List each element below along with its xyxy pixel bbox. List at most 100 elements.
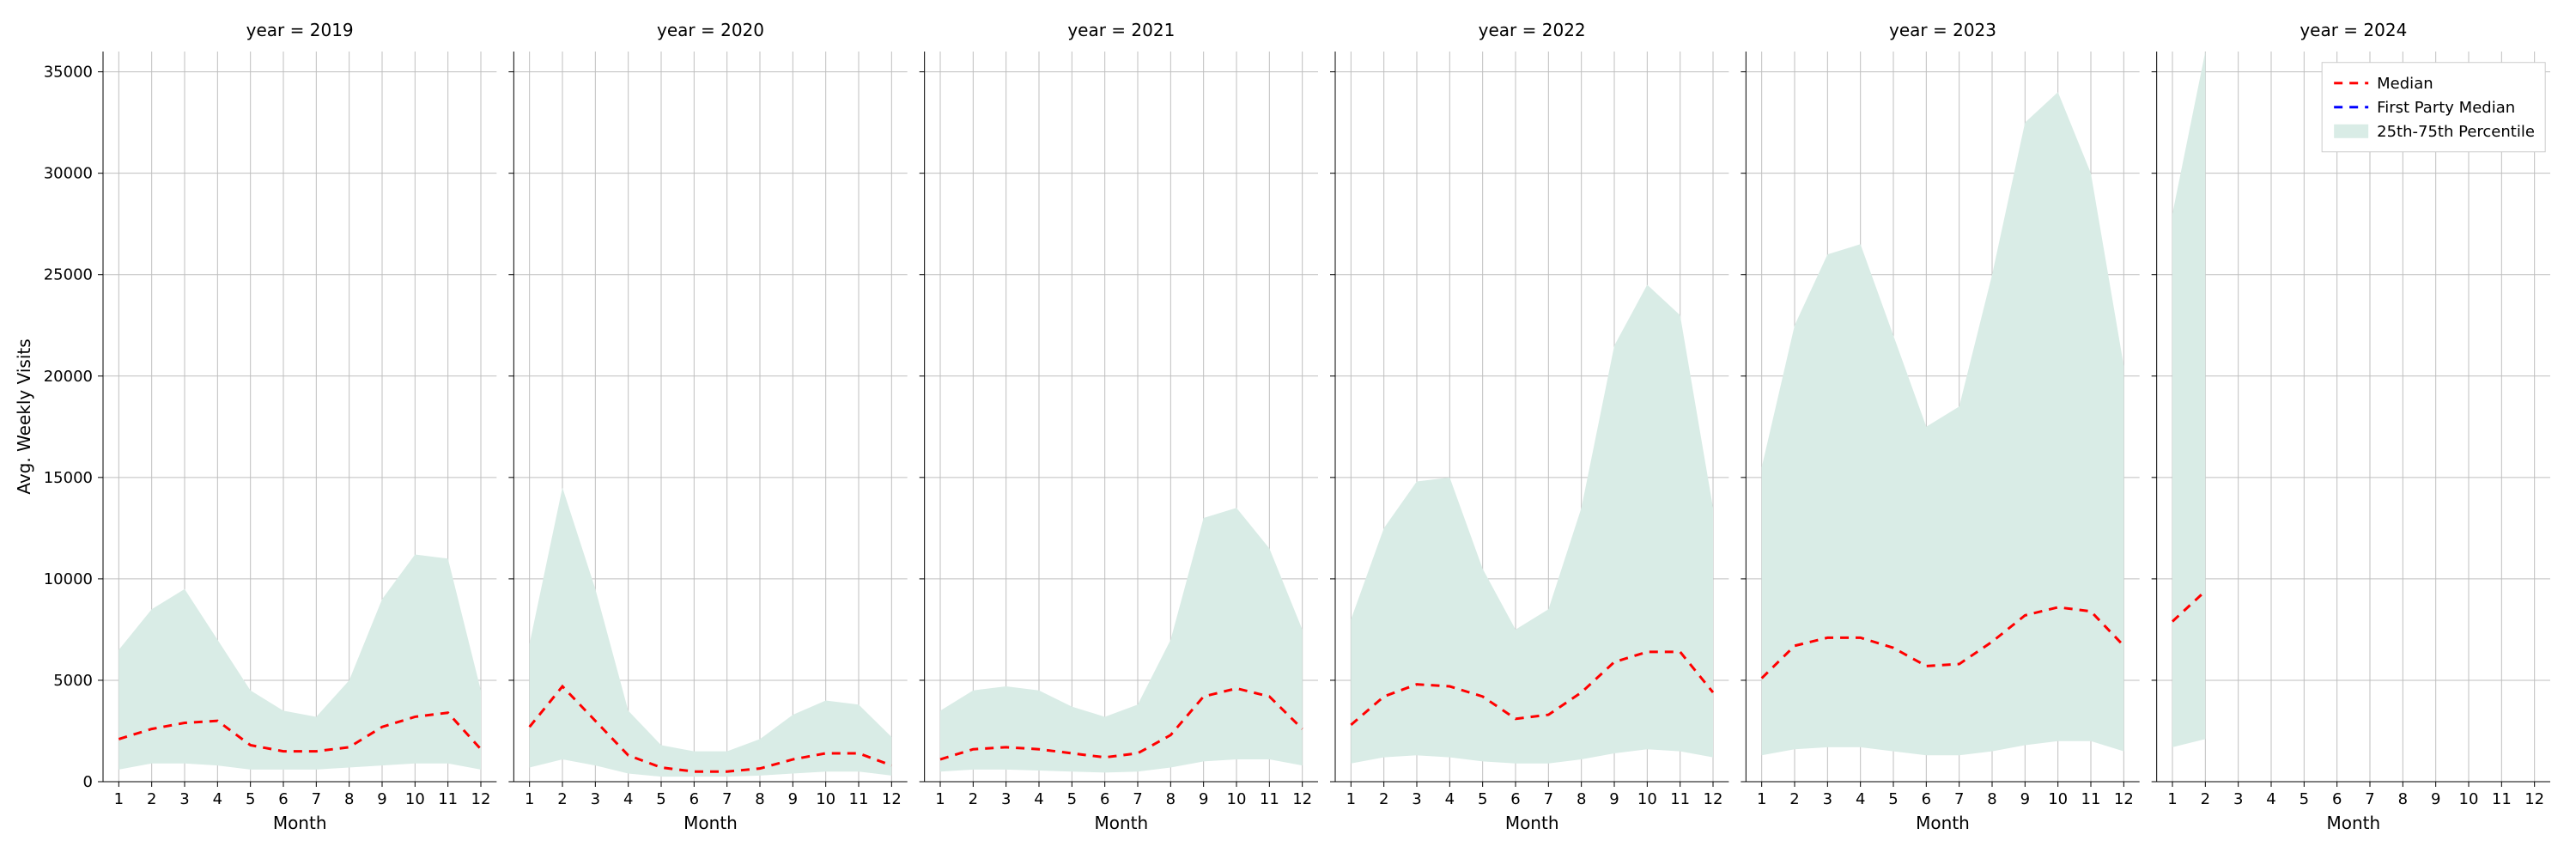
x-tick-label: 4 (1034, 790, 1043, 808)
x-tick-label: 10 (1637, 790, 1657, 808)
x-tick-label: 6 (1922, 790, 1931, 808)
x-tick-label: 12 (471, 790, 491, 808)
x-tick-label: 6 (1510, 790, 1520, 808)
legend-label: First Party Median (2377, 99, 2515, 117)
x-tick-label: 10 (1227, 790, 1247, 808)
x-tick-label: 6 (2332, 790, 2342, 808)
x-tick-label: 1 (2167, 790, 2177, 808)
x-tick-label: 12 (2114, 790, 2134, 808)
x-axis-label: Month (273, 813, 327, 833)
x-tick-label: 12 (1704, 790, 1723, 808)
panel: 123456789101112year = 2021Month (920, 20, 1318, 833)
x-tick-label: 10 (2459, 790, 2479, 808)
x-tick-label: 8 (1166, 790, 1176, 808)
x-tick-label: 3 (591, 790, 600, 808)
panel-title: year = 2021 (1067, 20, 1175, 40)
x-tick-label: 11 (1260, 790, 1279, 808)
x-tick-label: 4 (623, 790, 633, 808)
panel: 1234567891011120500010000150002000025000… (44, 20, 497, 833)
y-tick-label: 15000 (44, 469, 93, 487)
x-tick-label: 1 (1757, 790, 1766, 808)
x-tick-label: 3 (2233, 790, 2243, 808)
x-tick-label: 1 (525, 790, 534, 808)
x-tick-label: 10 (405, 790, 425, 808)
x-tick-label: 7 (1133, 790, 1142, 808)
x-tick-label: 4 (1856, 790, 1865, 808)
x-tick-label: 12 (882, 790, 902, 808)
x-tick-label: 5 (656, 790, 665, 808)
percentile-band (530, 488, 892, 777)
x-axis-label: Month (1094, 813, 1148, 833)
x-tick-label: 2 (2201, 790, 2210, 808)
x-tick-label: 7 (722, 790, 732, 808)
percentile-band (1762, 92, 2124, 755)
x-tick-label: 11 (2492, 790, 2512, 808)
x-tick-label: 2 (557, 790, 567, 808)
x-tick-label: 5 (1888, 790, 1898, 808)
legend-label: Median (2377, 75, 2433, 93)
legend-swatch-patch (2334, 125, 2368, 138)
x-tick-label: 11 (2081, 790, 2101, 808)
x-tick-label: 9 (377, 790, 386, 808)
x-tick-label: 5 (1478, 790, 1487, 808)
x-tick-label: 1 (114, 790, 124, 808)
x-tick-label: 9 (2431, 790, 2440, 808)
x-tick-label: 8 (2398, 790, 2408, 808)
x-tick-label: 5 (246, 790, 255, 808)
x-axis-label: Month (1916, 813, 1970, 833)
panel: 123456789101112year = 2022Month (1330, 20, 1728, 833)
panel-title: year = 2023 (1889, 20, 1996, 40)
x-tick-label: 8 (344, 790, 354, 808)
x-tick-label: 9 (1199, 790, 1208, 808)
x-tick-label: 8 (1987, 790, 1996, 808)
x-tick-label: 1 (1346, 790, 1356, 808)
x-tick-label: 3 (1412, 790, 1421, 808)
legend: Median First Party Median 25th-75th Percen… (2322, 63, 2545, 152)
percentile-band (2172, 52, 2205, 747)
x-tick-label: 7 (1954, 790, 1964, 808)
panel-title: year = 2022 (1479, 20, 1586, 40)
x-tick-label: 5 (1067, 790, 1077, 808)
y-tick-label: 5000 (53, 672, 93, 690)
faceted-line-chart: Avg. Weekly Visits1234567891011120500010… (0, 0, 2576, 859)
x-tick-label: 7 (2365, 790, 2374, 808)
x-tick-label: 7 (312, 790, 321, 808)
y-tick-label: 10000 (44, 570, 93, 588)
x-tick-label: 3 (1823, 790, 1832, 808)
x-tick-label: 6 (690, 790, 699, 808)
x-tick-label: 6 (1100, 790, 1109, 808)
y-tick-label: 20000 (44, 368, 93, 386)
x-tick-label: 11 (849, 790, 869, 808)
percentile-band (118, 555, 481, 770)
y-axis-label: Avg. Weekly Visits (14, 338, 34, 494)
x-tick-label: 11 (438, 790, 458, 808)
x-tick-label: 4 (213, 790, 222, 808)
panel-title: year = 2019 (246, 20, 354, 40)
panel-title: year = 2024 (2300, 20, 2407, 40)
panel: 123456789101112year = 2023Month (1741, 20, 2139, 833)
x-axis-label: Month (2326, 813, 2380, 833)
panel: 123456789101112year = 2020Month (508, 20, 907, 833)
panel-title: year = 2020 (657, 20, 764, 40)
x-tick-label: 11 (1670, 790, 1690, 808)
y-tick-label: 30000 (44, 165, 93, 183)
x-axis-label: Month (1505, 813, 1559, 833)
x-axis-label: Month (683, 813, 738, 833)
x-tick-label: 4 (1445, 790, 1455, 808)
x-tick-label: 7 (1544, 790, 1553, 808)
x-tick-label: 8 (1577, 790, 1586, 808)
x-tick-label: 9 (2020, 790, 2030, 808)
x-tick-label: 9 (788, 790, 798, 808)
y-tick-label: 35000 (44, 64, 93, 82)
legend-label: 25th-75th Percentile (2377, 123, 2535, 141)
y-tick-label: 0 (83, 773, 93, 791)
x-tick-label: 2 (147, 790, 156, 808)
x-tick-label: 12 (1292, 790, 1312, 808)
x-tick-label: 6 (278, 790, 288, 808)
x-tick-label: 8 (755, 790, 764, 808)
percentile-band (940, 508, 1303, 772)
x-tick-label: 9 (1609, 790, 1619, 808)
x-tick-label: 10 (816, 790, 835, 808)
x-tick-label: 4 (2266, 790, 2275, 808)
y-tick-label: 25000 (44, 266, 93, 284)
